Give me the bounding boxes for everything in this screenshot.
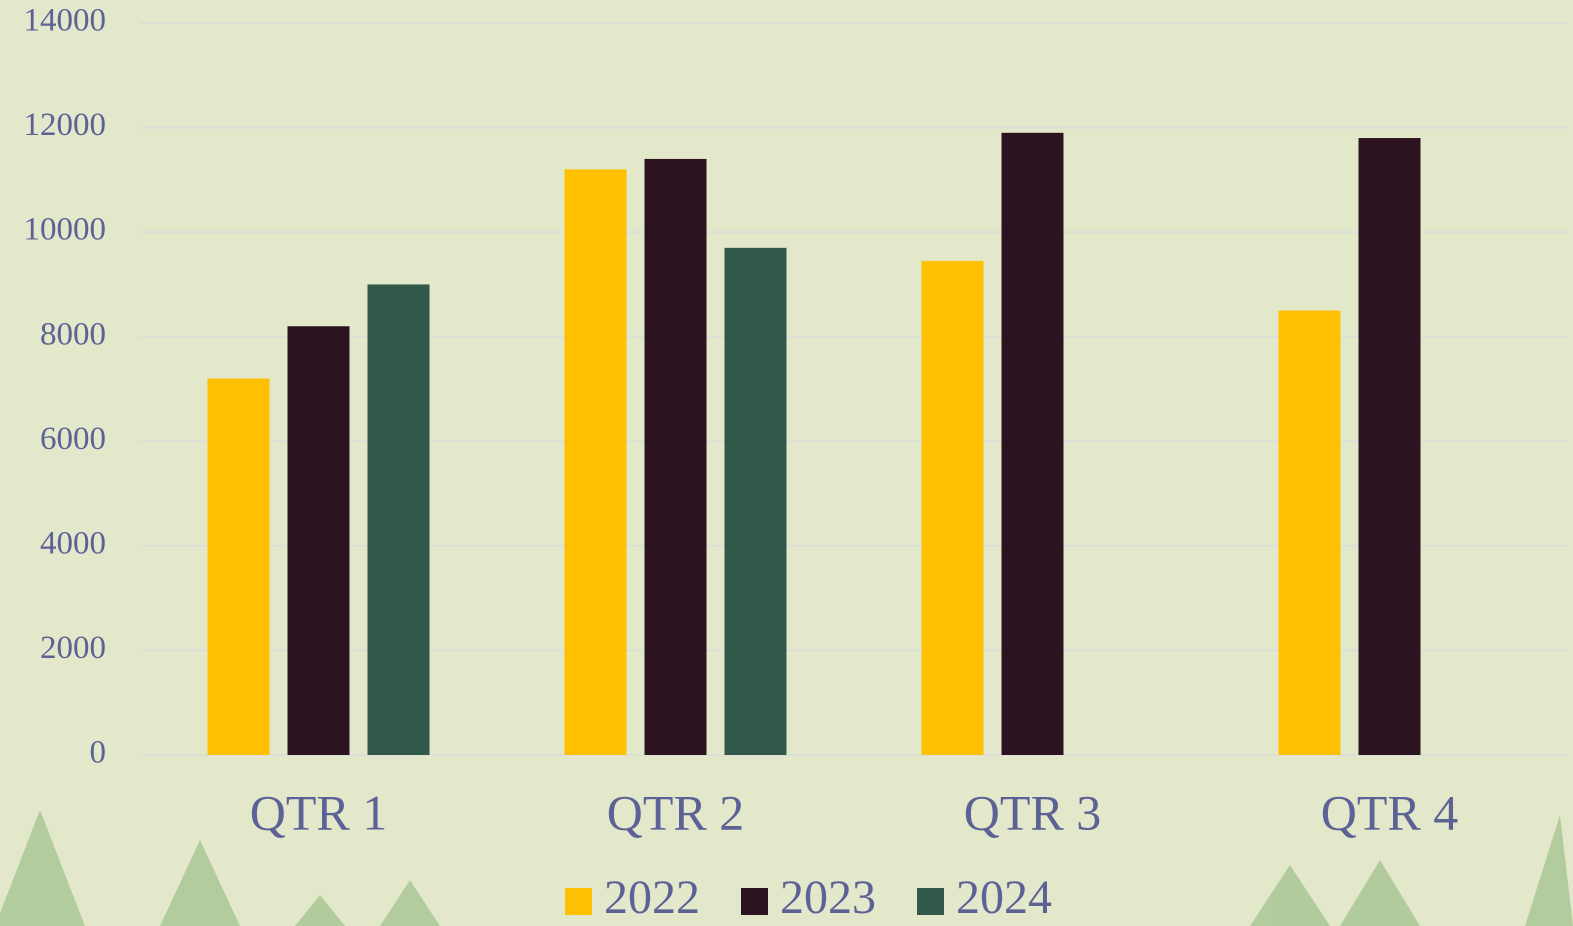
y-tick-label: 8000 bbox=[40, 316, 106, 352]
bar bbox=[208, 379, 270, 755]
y-tick-label: 6000 bbox=[40, 421, 106, 457]
legend-label: 2024 bbox=[956, 871, 1052, 924]
legend-label: 2023 bbox=[780, 871, 876, 924]
y-tick-label: 12000 bbox=[24, 107, 107, 143]
bar bbox=[565, 169, 627, 755]
x-tick-label: QTR 4 bbox=[1321, 784, 1459, 840]
bar bbox=[645, 159, 707, 755]
legend-swatch bbox=[917, 888, 944, 915]
legend-swatch bbox=[565, 888, 592, 915]
y-tick-label: 10000 bbox=[24, 212, 107, 248]
bar bbox=[288, 326, 350, 755]
bar bbox=[1359, 138, 1421, 755]
y-tick-label: 4000 bbox=[40, 525, 106, 561]
bar bbox=[368, 284, 430, 755]
y-tick-label: 2000 bbox=[40, 630, 106, 666]
bar bbox=[1279, 311, 1341, 755]
bar bbox=[725, 248, 787, 755]
legend-label: 2022 bbox=[604, 871, 700, 924]
bar bbox=[922, 261, 984, 755]
bar bbox=[1002, 133, 1064, 755]
x-tick-label: QTR 3 bbox=[964, 784, 1102, 840]
x-tick-label: QTR 1 bbox=[250, 784, 388, 840]
legend-swatch bbox=[741, 888, 768, 915]
x-tick-label: QTR 2 bbox=[607, 784, 745, 840]
y-tick-label: 0 bbox=[90, 735, 107, 771]
y-tick-label: 14000 bbox=[24, 3, 107, 39]
chart: 0 2000 4000 6000 8000 10000 12000 14000 QTR 1 QTR… bbox=[0, 0, 1573, 926]
